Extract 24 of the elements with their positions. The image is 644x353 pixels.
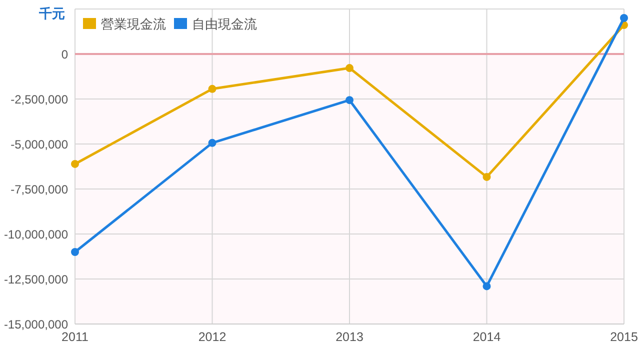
point [208, 84, 216, 93]
legend-label: 自由現金流 [192, 16, 257, 32]
y-tick-label: -10,000,000 [4, 228, 68, 242]
point [482, 282, 491, 290]
point [71, 248, 79, 256]
point [208, 138, 216, 147]
y-axis-title: 千元 [38, 6, 65, 21]
legend-label: 營業現金流 [101, 16, 166, 32]
y-tick-label: -5,000,000 [10, 138, 68, 152]
point [346, 96, 354, 104]
y-tick-label: -2,500,000 [10, 92, 68, 106]
x-tick-label: 2015 [610, 330, 638, 344]
y-tick-label: -15,000,000 [4, 318, 68, 332]
point [482, 172, 491, 181]
x-tick-label: 2011 [62, 330, 88, 344]
point [620, 14, 628, 22]
x-tick-label: 2012 [198, 330, 226, 344]
point [346, 64, 354, 72]
x-tick-label: 2014 [472, 330, 501, 344]
x-tick-label: 2013 [336, 330, 364, 344]
y-tick-label: -12,500,000 [4, 272, 68, 286]
point [71, 160, 79, 168]
y-tick-label: -7,500,000 [10, 182, 68, 196]
y-tick-label: 0 [61, 48, 68, 62]
